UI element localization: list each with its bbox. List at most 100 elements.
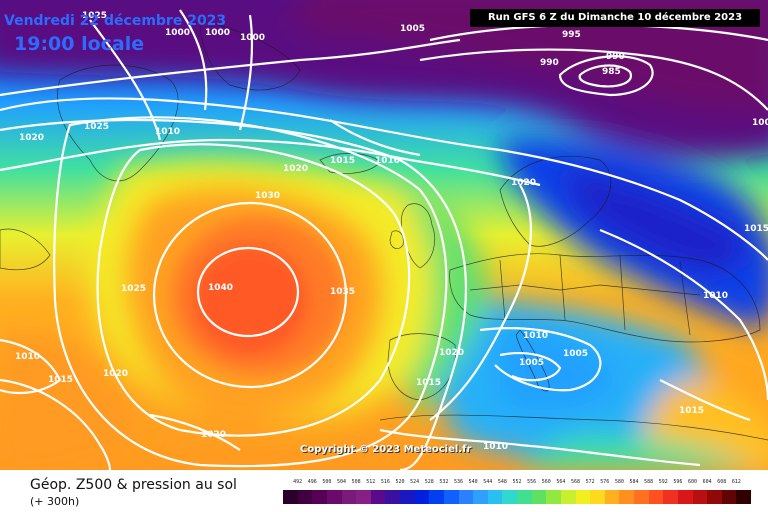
- isobar-label: 1015: [330, 156, 356, 166]
- legend-swatch: [517, 490, 532, 504]
- legend-swatch: [326, 490, 342, 504]
- isobar-label: 1005: [519, 358, 545, 368]
- legend-tick-label: 564: [556, 479, 566, 485]
- isobar-label: 1010: [155, 127, 181, 137]
- legend-tick-label: 536: [453, 479, 464, 485]
- legend-tick-label: 568: [570, 479, 581, 485]
- legend-swatch: [692, 490, 708, 504]
- legend-tick-label: 520: [395, 479, 405, 485]
- legend-swatch: [370, 490, 386, 504]
- isobar-label: 1000: [205, 28, 231, 38]
- isobar-label: 1005: [563, 349, 589, 359]
- legend-tick-label: 588: [644, 479, 654, 485]
- isobar-label: 1010: [483, 442, 509, 452]
- product-title: Géop. Z500 & pression au sol: [30, 477, 237, 493]
- legend-swatch: [648, 490, 664, 504]
- legend-swatch: [634, 490, 649, 504]
- legend-swatch: [297, 490, 313, 504]
- geopotential-map: [0, 0, 768, 470]
- legend-tick-label: 584: [629, 479, 639, 485]
- isobar-label: 1015: [416, 378, 442, 388]
- isobar-label: 1010: [523, 331, 549, 341]
- isobar-label: 990: [540, 58, 559, 68]
- valid-time: 19:00 locale: [14, 33, 145, 55]
- isobar-label: 1010: [15, 352, 41, 362]
- legend-tick-labels: 492 496 500 504 508 512 516 520 524 528 532 536 540 5…: [283, 479, 751, 489]
- legend-tick-label: 552: [512, 479, 522, 485]
- isobar-label: 1005: [400, 24, 426, 34]
- legend-tick-label: 600: [687, 479, 698, 485]
- isobar-lines: [0, 9, 768, 470]
- legend-tick-label: 596: [673, 479, 683, 485]
- isobar-label: 1000: [240, 33, 266, 43]
- legend-tick-label: 576: [600, 479, 610, 485]
- legend-swatch: [546, 490, 561, 504]
- legend-swatch: [721, 490, 737, 504]
- lead-time: (+ 300h): [30, 495, 80, 508]
- isobar-label: 1015: [679, 406, 705, 416]
- legend-tick-label: 512: [366, 479, 376, 485]
- legend-swatch: [473, 490, 488, 504]
- legend-swatch: [283, 490, 298, 504]
- legend-tick-label: 516: [380, 479, 390, 485]
- legend-tick-label: 508: [351, 479, 361, 485]
- isobar-label: 1000: [165, 28, 191, 38]
- legend-tick-label: 540: [468, 479, 478, 485]
- isobar-label: 1010: [375, 156, 401, 166]
- legend-swatch: [560, 490, 576, 504]
- isobar-label: 995: [562, 30, 581, 40]
- legend-swatch: [312, 490, 327, 504]
- legend-color-bar: [283, 490, 751, 504]
- legend-tick-label: 604: [702, 479, 712, 485]
- isobar-label: 1025: [121, 284, 147, 294]
- isobar-label: 1020: [439, 348, 465, 358]
- legend-tick-label: 592: [658, 479, 668, 485]
- isobar-label: 1000: [752, 118, 768, 128]
- isobar-label: 990: [606, 52, 625, 62]
- legend-tick-label: 548: [497, 479, 507, 485]
- legend-tick-label: 560: [541, 479, 551, 485]
- legend-swatch: [487, 490, 503, 504]
- isobar-label: 985: [602, 67, 621, 77]
- legend-tick-label: 528: [424, 479, 434, 485]
- legend-tick-label: 544: [483, 479, 493, 485]
- legend-swatch: [677, 490, 693, 504]
- legend-swatch: [502, 490, 517, 504]
- isobar-label: 1010: [703, 291, 729, 301]
- color-legend: 492 496 500 504 508 512 516 520 524 528 532 536 540 5…: [283, 479, 751, 504]
- isobar-label: 1025: [82, 11, 108, 21]
- legend-tick-label: 572: [585, 479, 595, 485]
- isobar-label: 1015: [48, 375, 74, 385]
- legend-tick-label: 580: [614, 479, 624, 485]
- legend-tick-label: 532: [439, 479, 449, 485]
- legend-tick-label: 524: [410, 479, 420, 485]
- legend-swatch: [414, 490, 430, 504]
- legend-swatch: [575, 490, 591, 504]
- legend-swatch: [443, 490, 459, 504]
- legend-swatch: [356, 490, 371, 504]
- legend-swatch: [663, 490, 678, 504]
- legend-swatch: [341, 490, 357, 504]
- isobar-label: 1020: [201, 430, 227, 440]
- legend-tick-label: 612: [731, 479, 741, 485]
- copyright-notice: Copyright © 2023 Meteociel.fr: [300, 444, 472, 455]
- legend-tick-label: 556: [527, 479, 537, 485]
- isobar-label: 1035: [330, 287, 356, 297]
- legend-swatch: [400, 490, 415, 504]
- legend-swatch: [458, 490, 474, 504]
- isobar-label: 1015: [744, 224, 768, 234]
- isobar-label: 1020: [103, 369, 129, 379]
- isobar-label: 1025: [84, 122, 110, 132]
- legend-tick-label: 492: [293, 479, 303, 485]
- valid-date: Vendredi 22 décembre 2023: [4, 13, 227, 29]
- map-footer: Géop. Z500 & pression au sol (+ 300h) 49…: [0, 470, 768, 512]
- legend-tick-label: 496: [307, 479, 317, 485]
- isobar-label: 1030: [255, 191, 281, 201]
- legend-tick-label: 500: [322, 479, 332, 485]
- legend-swatch: [736, 490, 751, 504]
- isobar-label: 1040: [208, 283, 234, 293]
- isobar-label: 1020: [283, 164, 309, 174]
- isobar-label: 1020: [511, 178, 537, 188]
- legend-swatch: [619, 490, 634, 504]
